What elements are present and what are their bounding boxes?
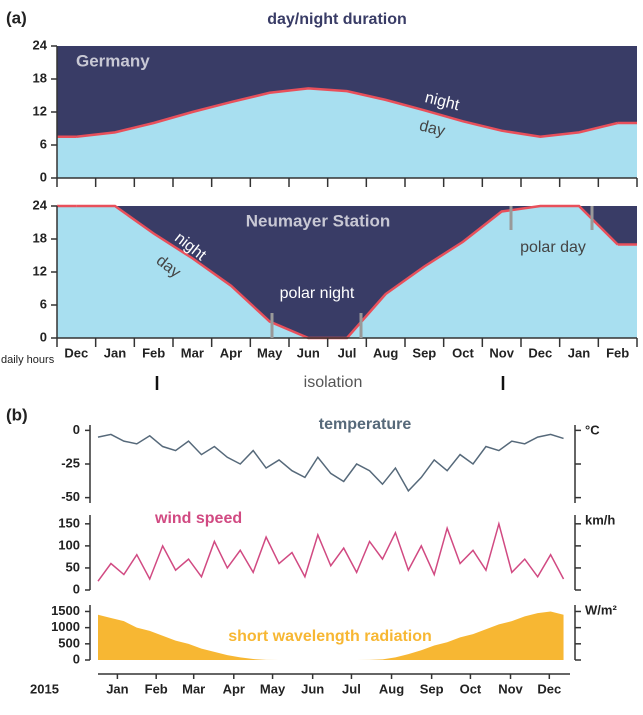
x-tick-label: Apr bbox=[220, 345, 242, 360]
year-label: 2015 bbox=[30, 681, 59, 696]
x-tick-label: Nov bbox=[489, 345, 514, 360]
chart-title: day/night duration bbox=[267, 11, 407, 28]
x-tick-label: Feb bbox=[606, 345, 629, 360]
x-tick-label: Dec bbox=[537, 681, 561, 696]
unit-label: W/m² bbox=[585, 602, 617, 617]
x-tick-label: Jan bbox=[106, 681, 128, 696]
unit-label: °C bbox=[585, 422, 600, 437]
y-tick-label: 6 bbox=[40, 296, 47, 311]
x-tick-label: Nov bbox=[498, 681, 523, 696]
x-tick-label: Dec bbox=[64, 345, 88, 360]
x-tick-label: Mar bbox=[181, 345, 204, 360]
area-series bbox=[98, 611, 564, 660]
span-label: isolation bbox=[304, 374, 363, 391]
x-tick-label: Dec bbox=[528, 345, 552, 360]
y-tick-label: 24 bbox=[33, 197, 48, 212]
y-tick-label: 500 bbox=[58, 635, 80, 650]
x-tick-label: Aug bbox=[379, 681, 404, 696]
chart-label: Neumayer Station bbox=[246, 211, 391, 230]
y-tick-label: -25 bbox=[61, 455, 80, 470]
y-tick-label: 1500 bbox=[51, 603, 80, 618]
y-tick-label: 150 bbox=[58, 515, 80, 530]
panel-label: (b) bbox=[6, 405, 28, 424]
y-tick-label: 1000 bbox=[51, 619, 80, 634]
line-series bbox=[97, 433, 564, 493]
x-tick-label: Apr bbox=[223, 681, 245, 696]
x-tick-label: Jun bbox=[297, 345, 320, 360]
y-tick-label: 12 bbox=[33, 103, 47, 118]
y-axis-title: daily hours bbox=[1, 354, 55, 366]
y-tick-label: 0 bbox=[73, 581, 80, 596]
x-tick-label: Sep bbox=[412, 345, 436, 360]
day-area bbox=[57, 206, 637, 338]
y-tick-label: 12 bbox=[33, 263, 47, 278]
x-tick-label: Aug bbox=[373, 345, 398, 360]
panel-label: (a) bbox=[6, 8, 27, 27]
annotation: polar night bbox=[280, 285, 355, 302]
unit-label: km/h bbox=[585, 512, 615, 527]
x-tick-label: Feb bbox=[145, 681, 168, 696]
y-tick-label: 24 bbox=[33, 37, 48, 52]
x-tick-label: Feb bbox=[142, 345, 165, 360]
y-tick-label: -50 bbox=[61, 489, 80, 504]
y-tick-label: 100 bbox=[58, 537, 80, 552]
x-tick-label: May bbox=[260, 681, 286, 696]
y-tick-label: 0 bbox=[73, 651, 80, 666]
series-title: wind speed bbox=[154, 510, 242, 527]
x-tick-label: Jan bbox=[104, 345, 126, 360]
y-tick-label: 18 bbox=[33, 230, 47, 245]
x-tick-label: Oct bbox=[460, 681, 482, 696]
chart-label: Germany bbox=[76, 51, 150, 70]
x-tick-label: May bbox=[257, 345, 283, 360]
y-tick-label: 6 bbox=[40, 136, 47, 151]
series-title: short wavelength radiation bbox=[228, 628, 432, 645]
y-tick-label: 18 bbox=[33, 70, 47, 85]
y-tick-label: 0 bbox=[40, 169, 47, 184]
x-tick-label: Jun bbox=[301, 681, 324, 696]
y-tick-label: 50 bbox=[66, 559, 80, 574]
series-title: temperature bbox=[319, 416, 412, 433]
y-tick-label: 0 bbox=[40, 329, 47, 344]
day-length-curve bbox=[76, 87, 618, 139]
x-tick-label: Oct bbox=[452, 345, 474, 360]
x-tick-label: Jul bbox=[342, 681, 361, 696]
x-tick-label: Jul bbox=[338, 345, 357, 360]
x-tick-label: Sep bbox=[420, 681, 444, 696]
annotation: polar day bbox=[520, 239, 586, 256]
x-tick-label: Mar bbox=[182, 681, 205, 696]
line-series bbox=[97, 520, 565, 582]
annotation: day bbox=[417, 117, 446, 140]
x-tick-label: Jan bbox=[568, 345, 590, 360]
y-tick-label: 0 bbox=[73, 422, 80, 437]
